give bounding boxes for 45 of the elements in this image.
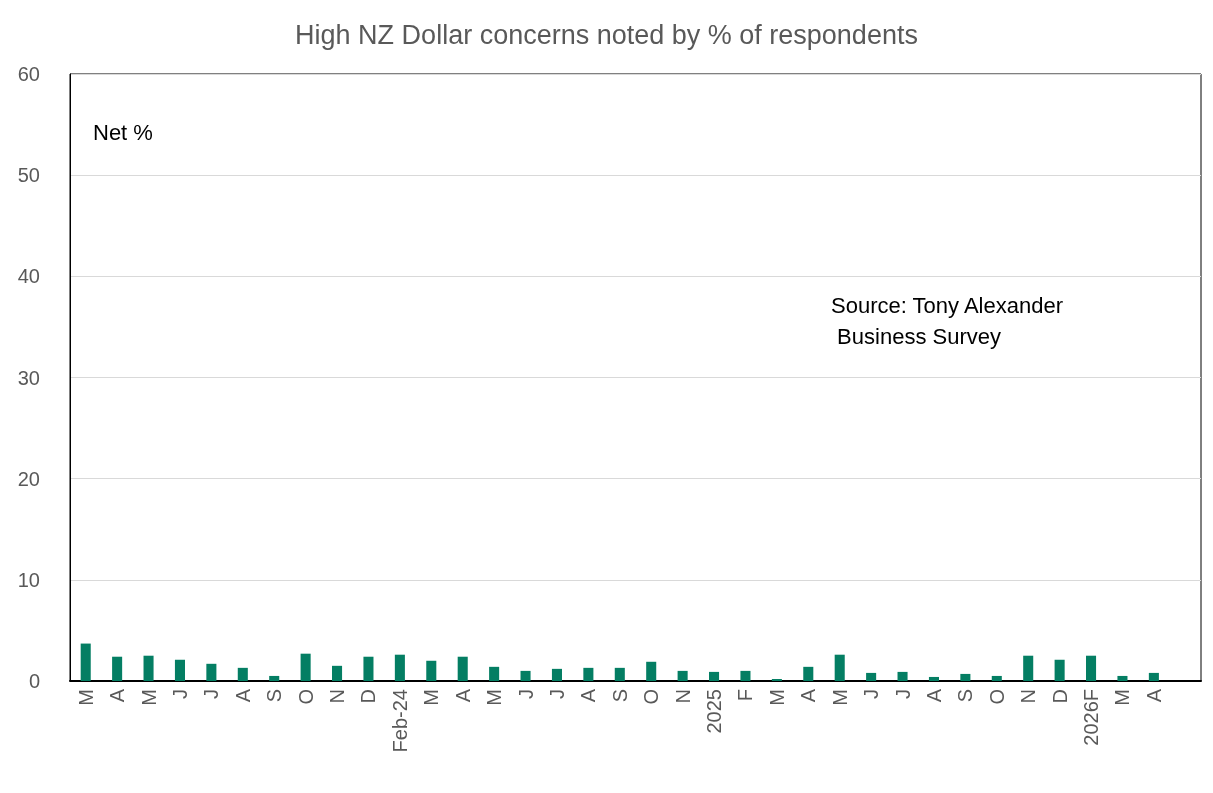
annotation: Source: Tony Alexander Business Survey (831, 293, 1063, 349)
x-tick-label: A (922, 688, 945, 703)
x-tick-label: J (168, 689, 191, 699)
x-tick-label: N (671, 689, 694, 704)
y-tick-label: 10 (17, 568, 40, 591)
x-tick-label: D (1048, 689, 1071, 704)
y-tick-label: 60 (17, 63, 40, 85)
x-tick-label: O (640, 689, 663, 705)
x-tick-label: M (828, 689, 851, 706)
x-tick-label: A (1142, 688, 1165, 703)
x-tick-label: D (357, 689, 380, 704)
x-tick-label: A (451, 688, 474, 703)
x-tick-label: M (420, 689, 443, 706)
x-tick-label: S (954, 689, 977, 703)
y-tick-label: 40 (17, 265, 40, 288)
y-tick-label: 0 (28, 670, 40, 692)
x-tick-label: 2025 (703, 689, 726, 734)
x-tick-label: A (231, 688, 254, 703)
x-tick-label: A (797, 688, 820, 703)
x-tick-label: J (860, 689, 883, 699)
x-tick-label: O (985, 689, 1008, 705)
x-tick-label: J (200, 689, 223, 699)
x-tick-label: J (514, 689, 537, 699)
x-tick-label: 2026F (1080, 689, 1103, 746)
y-tick-label: 30 (17, 366, 40, 389)
x-tick-label: A (577, 688, 600, 703)
x-tick-label: J (891, 689, 914, 699)
y-tick-label: 50 (17, 164, 40, 187)
x-tick-label: Feb-24 (388, 689, 411, 753)
x-tick-label: A (106, 688, 129, 703)
chart-title: High NZ Dollar concerns noted by % of respondents (295, 19, 918, 50)
x-tick-label: S (263, 689, 286, 703)
x-tick-label: M (483, 689, 506, 706)
x-tick-label: F (734, 689, 757, 702)
x-tick-label: M (137, 689, 160, 706)
y-axis-title: Net % (93, 119, 153, 145)
x-tick-label: M (1111, 689, 1134, 706)
x-tick-label: M (765, 689, 788, 706)
x-tick-label: J (545, 689, 568, 699)
x-tick-label: M (74, 689, 97, 706)
x-tick-label: S (608, 689, 631, 703)
x-tick-label: O (294, 689, 317, 705)
y-tick-label: 20 (17, 467, 40, 490)
x-tick-label: N (1017, 689, 1040, 704)
x-tick-label: N (326, 689, 349, 704)
